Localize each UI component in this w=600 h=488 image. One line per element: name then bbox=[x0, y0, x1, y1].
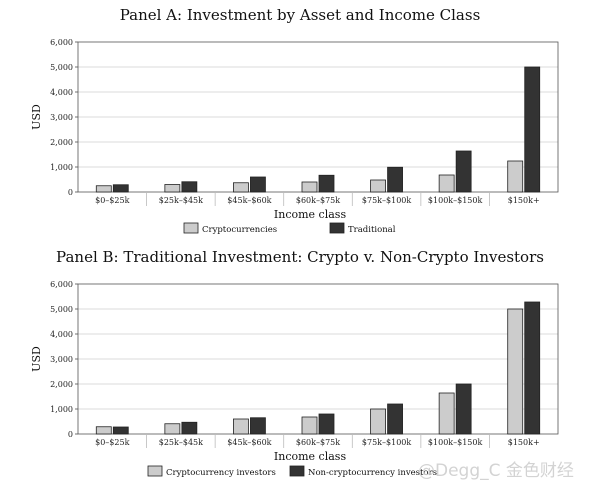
bar-cryptocurrency-investors bbox=[164, 423, 181, 435]
bar-non-cryptocurrency-investors bbox=[524, 301, 541, 435]
bar-non-cryptocurrency-investors bbox=[112, 426, 129, 435]
bar-traditional bbox=[524, 66, 541, 193]
panel-b: Panel B: Traditional Investment: Crypto … bbox=[30, 248, 559, 478]
bar-traditional bbox=[112, 184, 129, 193]
y-tick-label: 0 bbox=[68, 430, 73, 439]
y-tick-label: 4,000 bbox=[50, 330, 73, 339]
y-tick-label: 1,000 bbox=[50, 405, 73, 414]
bar-traditional bbox=[387, 166, 403, 193]
y-tick-label: 6,000 bbox=[50, 280, 73, 289]
bar-traditional bbox=[250, 176, 266, 193]
watermark: @Degg_C 金色财经 bbox=[418, 461, 574, 481]
bar-cryptocurrency-investors bbox=[507, 308, 524, 435]
x-tick-label: $150k+ bbox=[508, 196, 540, 205]
legend-label: Non-cryptocurrency investors bbox=[308, 468, 437, 478]
legend-label: Traditional bbox=[348, 225, 396, 235]
plot-frame bbox=[77, 41, 559, 193]
x-tick-label: $45k–$60k bbox=[227, 438, 271, 447]
bar-non-cryptocurrency-investors bbox=[318, 413, 335, 435]
legend-swatch bbox=[183, 222, 199, 234]
bar-cryptocurrencies bbox=[370, 179, 386, 193]
x-tick-label: $60k–$75k bbox=[296, 438, 340, 447]
x-tick-label: $45k–$60k bbox=[227, 196, 271, 205]
chart-title: Panel A: Investment by Asset and Income … bbox=[120, 6, 481, 24]
legend-swatch bbox=[289, 465, 305, 477]
y-axis-label: USD bbox=[30, 104, 43, 130]
legend-label: Cryptocurrency investors bbox=[166, 468, 276, 478]
y-tick-label: 5,000 bbox=[50, 63, 73, 72]
plot-frame bbox=[77, 283, 559, 435]
y-tick-label: 6,000 bbox=[50, 38, 73, 47]
x-axis-label: Income class bbox=[274, 450, 347, 463]
bar-cryptocurrency-investors bbox=[95, 426, 112, 435]
x-tick-label: $75k–$100k bbox=[362, 196, 411, 205]
bar-traditional bbox=[455, 150, 472, 193]
x-tick-label: $100k–$150k bbox=[428, 196, 483, 205]
x-tick-label: $100k–$150k bbox=[428, 438, 483, 447]
bar-non-cryptocurrency-investors bbox=[387, 403, 403, 435]
bar-cryptocurrencies bbox=[507, 160, 524, 193]
x-tick-label: $60k–$75k bbox=[296, 196, 340, 205]
y-tick-label: 0 bbox=[68, 188, 73, 197]
x-axis-label: Income class bbox=[274, 208, 347, 221]
bar-cryptocurrencies bbox=[438, 174, 455, 193]
bar-non-cryptocurrency-investors bbox=[455, 383, 472, 435]
legend-swatch bbox=[329, 222, 345, 234]
y-tick-label: 5,000 bbox=[50, 305, 73, 314]
bar-non-cryptocurrency-investors bbox=[250, 417, 266, 435]
bar-cryptocurrency-investors bbox=[233, 418, 249, 435]
bar-cryptocurrencies bbox=[301, 181, 318, 193]
y-tick-label: 1,000 bbox=[50, 163, 73, 172]
bar-non-cryptocurrency-investors bbox=[181, 421, 198, 435]
y-tick-label: 2,000 bbox=[50, 138, 73, 147]
bar-cryptocurrency-investors bbox=[370, 408, 386, 435]
bar-traditional bbox=[318, 174, 335, 193]
x-tick-label: $0–$25k bbox=[95, 438, 129, 447]
bar-traditional bbox=[181, 181, 198, 193]
legend-swatch bbox=[147, 465, 163, 477]
bar-cryptocurrency-investors bbox=[301, 416, 318, 435]
x-tick-label: $75k–$100k bbox=[362, 438, 411, 447]
x-tick-label: $25k–$45k bbox=[159, 196, 203, 205]
x-tick-label: $25k–$45k bbox=[159, 438, 203, 447]
bar-cryptocurrencies bbox=[233, 182, 249, 193]
y-tick-label: 2,000 bbox=[50, 380, 73, 389]
y-axis-label: USD bbox=[30, 346, 43, 372]
y-tick-label: 3,000 bbox=[50, 113, 73, 122]
panel-a: Panel A: Investment by Asset and Income … bbox=[30, 6, 559, 235]
bar-cryptocurrency-investors bbox=[438, 392, 455, 435]
x-tick-label: $150k+ bbox=[508, 438, 540, 447]
legend-label: Cryptocurrencies bbox=[202, 225, 277, 235]
chart-title: Panel B: Traditional Investment: Crypto … bbox=[56, 248, 544, 266]
bar-cryptocurrencies bbox=[164, 184, 181, 193]
x-tick-label: $0–$25k bbox=[95, 196, 129, 205]
bar-cryptocurrencies bbox=[95, 185, 112, 193]
y-tick-label: 3,000 bbox=[50, 355, 73, 364]
y-tick-label: 4,000 bbox=[50, 88, 73, 97]
